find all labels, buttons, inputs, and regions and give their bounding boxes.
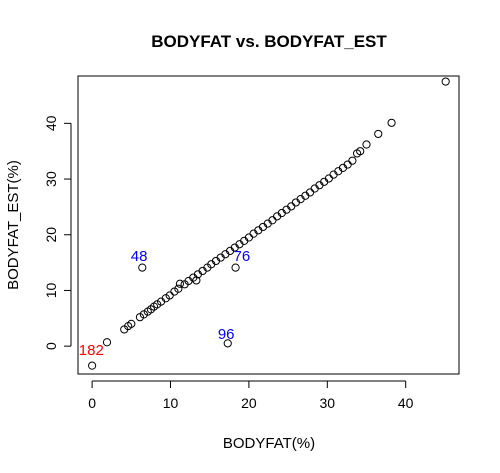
- x-tick-label: 10: [163, 395, 179, 411]
- y-axis-label: BODYFAT_EST(%): [5, 160, 22, 290]
- x-tick-label: 40: [398, 395, 414, 411]
- plot-frame: [77, 75, 460, 375]
- x-axis-label: BODYFAT(%): [223, 435, 315, 452]
- point-annotation: 182: [79, 342, 104, 359]
- x-tick-label: 30: [320, 395, 336, 411]
- chart-title: BODYFAT vs. BODYFAT_EST: [151, 32, 387, 51]
- y-tick-label: 0: [43, 342, 59, 350]
- data-point: [348, 156, 357, 165]
- data-point: [374, 129, 383, 139]
- point-annotation: 96: [218, 326, 235, 343]
- data-point: [441, 77, 450, 86]
- x-tick-label: 0: [88, 395, 96, 411]
- data-point: [231, 263, 240, 272]
- data-point: [387, 118, 396, 127]
- point-annotations: 182 48 76 96: [79, 248, 250, 359]
- data-point: [362, 140, 371, 149]
- x-tick-label: 20: [241, 395, 257, 411]
- y-tick-label: 10: [43, 282, 59, 298]
- data-point: [175, 279, 185, 288]
- point-annotation: 48: [131, 248, 148, 265]
- x-axis: 0 10 20 30 40: [88, 380, 414, 411]
- data-point: [192, 276, 201, 285]
- data-point: [356, 147, 365, 156]
- data-point: [223, 339, 232, 348]
- data-point: [102, 338, 112, 347]
- point-annotation: 76: [234, 248, 251, 265]
- y-tick-label: 20: [43, 227, 59, 243]
- y-tick-label: 40: [43, 115, 59, 131]
- data-point: [127, 319, 136, 328]
- data-points: [88, 77, 450, 370]
- data-point: [138, 263, 147, 272]
- y-tick-label: 30: [43, 171, 59, 187]
- data-point: [88, 361, 97, 370]
- data-point: [174, 284, 183, 293]
- y-axis: 0 10 20 30 40: [43, 115, 72, 350]
